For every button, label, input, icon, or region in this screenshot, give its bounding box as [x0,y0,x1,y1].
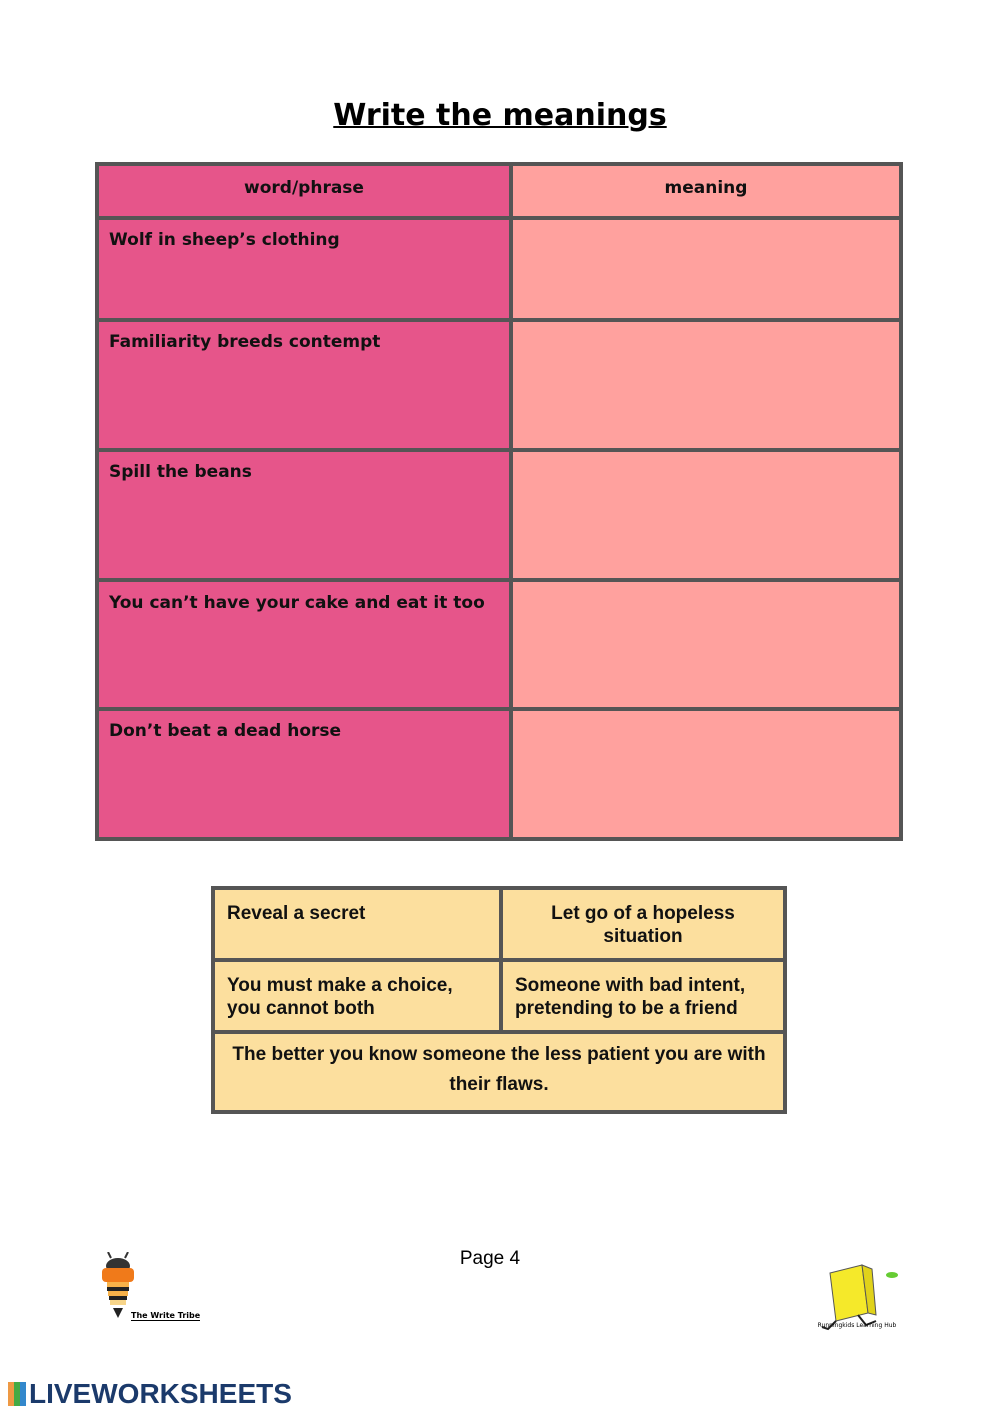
meaning-input[interactable] [509,216,903,322]
word-bank-item[interactable]: Someone with bad intent, pretending to b… [499,958,787,1034]
phrase-cell: Familiarity breeds contempt [95,318,513,452]
word-bank-item[interactable]: The better you know someone the less pat… [211,1030,787,1114]
page-number: Page 4 [459,1248,521,1269]
word-bank: Reveal a secret Let go of a hopeless sit… [211,886,787,1114]
meaning-input[interactable] [509,578,903,711]
word-bank-item[interactable]: Let go of a hopeless situation [499,886,787,962]
word-bank-item[interactable]: Reveal a secret [211,886,503,962]
phrase-cell: Don’t beat a dead horse [95,707,513,841]
left-logo-text: The Write Tribe [131,1311,201,1321]
meaning-input[interactable] [509,448,903,582]
page-title: Write the meanings [333,98,667,133]
word-bank-item[interactable]: You must make a choice, you cannot both [211,958,503,1034]
right-logo-text: Runningkids Learning Hub [817,1322,897,1329]
meanings-table: word/phrase meaning Wolf in sheep’s clot… [95,162,903,841]
phrase-cell: Spill the beans [95,448,513,582]
liveworksheets-logo-icon [8,1382,26,1406]
header-phrase: word/phrase [95,162,513,220]
header-meaning: meaning [509,162,903,220]
liveworksheets-brand: LIVEWORKSHEETS [8,1378,292,1410]
bee-logo-icon [102,1252,134,1318]
running-book-logo-icon [821,1264,898,1331]
meaning-input[interactable] [509,707,903,841]
phrase-cell: You can’t have your cake and eat it too [95,578,513,711]
phrase-cell: Wolf in sheep’s clothing [95,216,513,322]
meaning-input[interactable] [509,318,903,452]
